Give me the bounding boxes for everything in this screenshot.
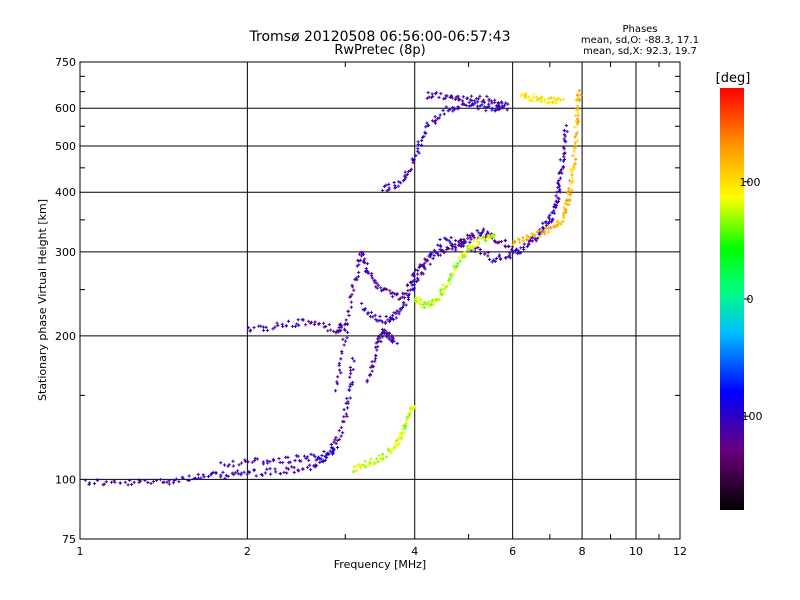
- data-points: [83, 89, 583, 487]
- x-tick-label: 8: [579, 545, 586, 558]
- colorbar-label: [deg]: [716, 71, 751, 86]
- x-axis-label: Frequency [MHz]: [334, 558, 426, 571]
- y-tick-label: 750: [55, 56, 76, 69]
- x-tick-label: 10: [629, 545, 643, 558]
- x-tick-label: 6: [509, 545, 516, 558]
- x-tick-label: 2: [244, 545, 251, 558]
- x-tick-label: 12: [673, 545, 687, 558]
- y-tick-label: 100: [55, 473, 76, 486]
- y-tick-label: 200: [55, 330, 76, 343]
- y-tick-label: 600: [55, 102, 76, 115]
- x-tick-label: 4: [411, 545, 418, 558]
- y-tick-label: 300: [55, 246, 76, 259]
- y-tick-label: 400: [55, 186, 76, 199]
- y-tick-label: 500: [55, 140, 76, 153]
- colorbar-tick-label: -100: [738, 410, 763, 423]
- grid: [80, 62, 680, 539]
- chart-subtitle: RwPretec (8p): [334, 43, 425, 58]
- plot-area: [79, 61, 681, 540]
- colorbar: [720, 88, 744, 510]
- phases-o-stats: mean, sd,O: -88.3, 17.1: [581, 35, 699, 46]
- x-axis: 1 2 4 6 8 10 12: [77, 62, 687, 558]
- chart-title: Tromsø 20120508 06:56:00-06:57:43: [249, 29, 511, 45]
- colorbar-tick-label: 100: [740, 176, 761, 189]
- y-axis-label: Stationary phase Virtual Height [km]: [36, 199, 49, 401]
- x-tick-label: 1: [77, 545, 84, 558]
- colorbar-tick-label: 0: [747, 293, 754, 306]
- y-axis: 75 100 200 300 400 500 600 750: [55, 56, 680, 546]
- phases-heading: Phases: [622, 24, 657, 35]
- colorbar-ticks: 100 0 -100: [738, 176, 763, 423]
- phases-x-stats: mean, sd,X: 92.3, 19.7: [583, 46, 697, 57]
- y-tick-label: 75: [62, 533, 76, 546]
